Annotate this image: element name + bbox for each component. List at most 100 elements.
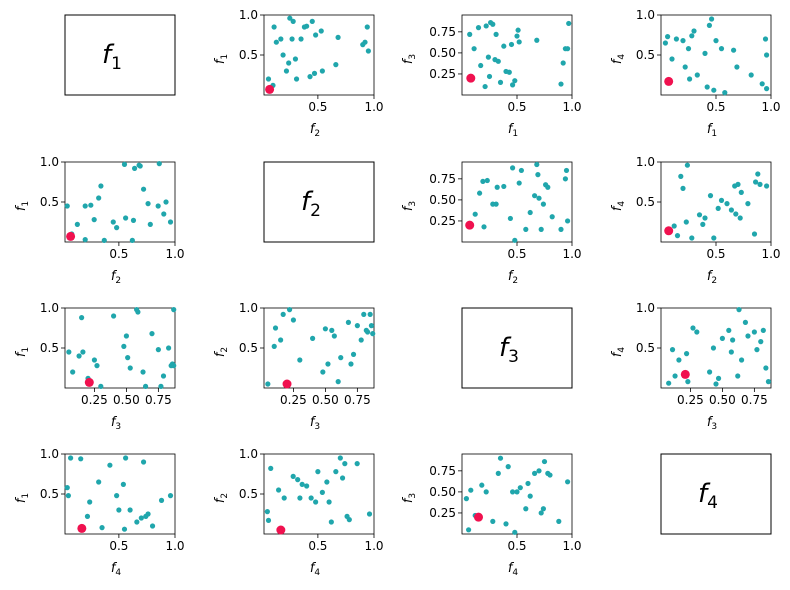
- data-point: [120, 481, 126, 487]
- y-axis-label-subscript: 1: [21, 493, 31, 499]
- data-point: [310, 335, 316, 341]
- x-axis-label: f1: [508, 122, 518, 139]
- data-point: [685, 46, 692, 52]
- data-point: [479, 482, 485, 488]
- data-point: [709, 16, 715, 22]
- y-axis-label-base: f: [610, 350, 625, 357]
- data-point: [333, 469, 339, 475]
- data-point: [365, 329, 371, 335]
- data-point: [125, 355, 131, 361]
- data-point: [466, 527, 472, 533]
- data-point: [745, 333, 751, 339]
- x-tick-label: 0.50: [709, 393, 736, 407]
- data-point: [512, 529, 518, 535]
- y-axis-label: f4: [610, 201, 627, 212]
- y-axis-label-base: f: [14, 350, 29, 357]
- data-point: [82, 237, 88, 243]
- data-point: [715, 375, 722, 381]
- panel-r3-c3: f3: [461, 307, 573, 389]
- data-point: [145, 511, 151, 517]
- data-point: [338, 355, 344, 361]
- x-axis-label: f2: [508, 269, 518, 286]
- data-point: [527, 209, 533, 216]
- y-axis-label: f1: [14, 201, 31, 211]
- x-axis-label-base: f: [508, 561, 515, 576]
- data-point: [91, 217, 97, 223]
- data-point: [273, 39, 279, 45]
- data-point: [731, 47, 737, 53]
- y-axis-label-base: f: [401, 57, 416, 64]
- data-point: [145, 201, 151, 207]
- data-point: [70, 369, 76, 375]
- data-point: [335, 379, 341, 385]
- data-point: [735, 181, 741, 187]
- data-point: [724, 201, 730, 207]
- data-point: [751, 329, 757, 335]
- x-axis-label-base: f: [508, 269, 515, 284]
- data-point: [678, 173, 684, 179]
- data-point: [298, 36, 304, 42]
- x-tick-label: 0.5: [706, 100, 725, 114]
- y-tick-label: 0.5: [636, 195, 655, 209]
- data-point: [131, 165, 138, 171]
- data-point: [490, 518, 496, 524]
- x-tick-label: 1.0: [562, 100, 581, 114]
- data-point: [565, 46, 571, 52]
- y-axis-label-subscript: 4: [617, 201, 627, 207]
- data-point: [758, 339, 764, 345]
- data-point: [512, 237, 518, 243]
- data-point: [142, 383, 149, 389]
- data-point: [121, 161, 128, 167]
- y-axis-label-base: f: [14, 496, 29, 503]
- data-point: [665, 34, 671, 40]
- data-point: [704, 84, 710, 90]
- data-point: [278, 337, 284, 343]
- data-point: [123, 333, 129, 339]
- data-point: [532, 470, 538, 476]
- y-axis-label: f3: [401, 54, 418, 64]
- y-tick-label: 0.50: [429, 193, 456, 207]
- x-tick-label: 1.0: [165, 247, 184, 261]
- highlight-point: [664, 226, 674, 236]
- data-point: [516, 39, 522, 45]
- data-point: [738, 357, 745, 363]
- data-point: [138, 515, 144, 521]
- data-point: [337, 455, 343, 461]
- data-point: [666, 380, 672, 386]
- data-point: [468, 487, 474, 493]
- data-point: [536, 468, 542, 474]
- x-tick-label: 0.25: [280, 393, 307, 407]
- x-axis-label-subscript: 3: [711, 422, 717, 432]
- data-point: [532, 193, 538, 199]
- data-point: [88, 202, 94, 208]
- y-axis-label-subscript: 3: [408, 493, 418, 499]
- data-point: [726, 327, 732, 333]
- data-point: [123, 455, 129, 461]
- data-point: [493, 31, 499, 37]
- data-point: [76, 353, 82, 359]
- y-tick-label: 1.0: [239, 8, 258, 22]
- y-axis-label: f1: [213, 54, 230, 64]
- y-axis-label-base: f: [213, 350, 228, 357]
- highlight-point: [77, 523, 87, 533]
- diagonal-box: [660, 453, 772, 535]
- data-point: [565, 479, 571, 485]
- x-axis-label-base: f: [310, 415, 317, 430]
- x-axis-label-base: f: [707, 269, 714, 284]
- data-point: [669, 56, 675, 62]
- data-point: [463, 496, 469, 502]
- data-point: [166, 345, 172, 351]
- data-point: [286, 60, 292, 66]
- data-point: [328, 519, 334, 525]
- highlight-point: [282, 379, 292, 389]
- data-point: [733, 211, 739, 217]
- data-point: [64, 485, 70, 491]
- y-tick-label: 0.5: [636, 341, 655, 355]
- data-point: [335, 34, 341, 41]
- y-axis-label-subscript: 1: [21, 347, 31, 353]
- data-point: [290, 18, 296, 24]
- axes-frame: [64, 161, 176, 243]
- highlight-point: [465, 220, 475, 230]
